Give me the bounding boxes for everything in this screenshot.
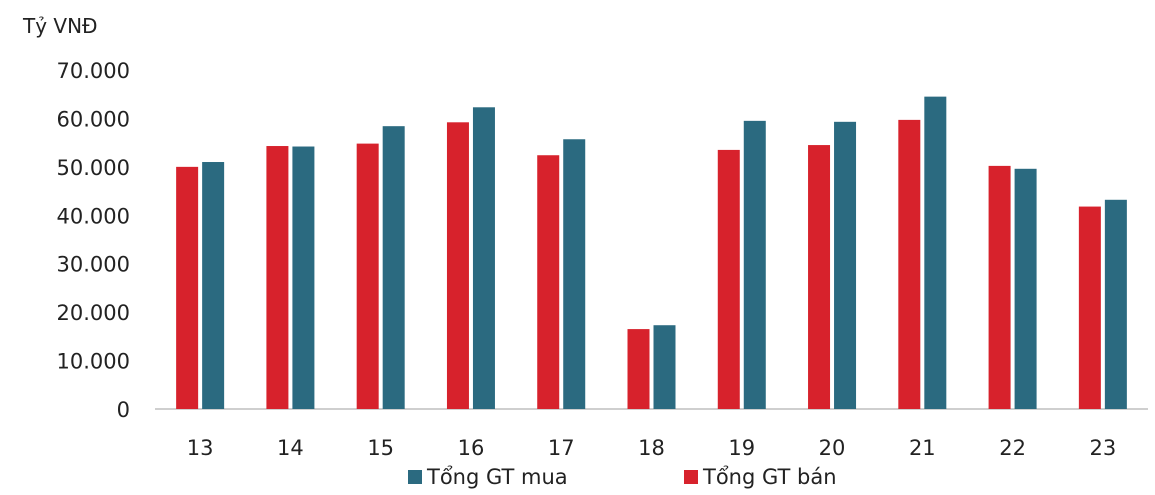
y-tick-label: 60.000 — [57, 107, 130, 131]
bar-mua-17 — [563, 139, 586, 409]
legend: Tổng GT mua Tổng GT bán — [408, 465, 837, 489]
x-tick-label: 16 — [458, 436, 485, 460]
y-tick-label: 20.000 — [57, 301, 130, 325]
x-tick-label: 13 — [187, 436, 214, 460]
x-tick-label: 22 — [999, 436, 1026, 460]
bar-mua-14 — [292, 146, 315, 409]
bar-mua-22 — [1014, 168, 1037, 409]
legend-label: Tổng GT bán — [702, 465, 837, 489]
x-tick-label: 23 — [1089, 436, 1116, 460]
y-tick-label: 0 — [117, 398, 130, 422]
x-tick-label: 15 — [367, 436, 394, 460]
bar-ban-16 — [446, 122, 469, 409]
bar-mua-21 — [924, 96, 947, 409]
x-tick-label: 17 — [548, 436, 575, 460]
legend-label: Tổng GT mua — [426, 465, 568, 489]
bar-ban-23 — [1078, 206, 1101, 409]
y-tick-label: 10.000 — [57, 350, 130, 374]
bar-ban-22 — [988, 165, 1011, 409]
bar-mua-23 — [1104, 199, 1127, 409]
bar-ban-17 — [537, 155, 560, 409]
bar-ban-19 — [717, 149, 740, 409]
bars-group — [176, 96, 1127, 410]
bar-mua-18 — [653, 325, 676, 409]
x-tick-label: 18 — [638, 436, 665, 460]
bar-ban-15 — [356, 143, 379, 409]
legend-swatch — [684, 470, 698, 484]
x-axis-ticks: 13 14 15 16 17 18 19 20 21 22 23 — [187, 436, 1116, 460]
bar-ban-14 — [266, 146, 289, 410]
y-tick-label: 40.000 — [57, 204, 130, 228]
x-tick-label: 21 — [909, 436, 936, 460]
x-tick-label: 14 — [277, 436, 304, 460]
bar-ban-18 — [627, 329, 650, 409]
y-tick-label: 50.000 — [57, 156, 130, 180]
y-axis-ticks: 0 10.000 20.000 30.000 40.000 50.000 60.000 70.… — [57, 59, 130, 422]
x-tick-label: 20 — [819, 436, 846, 460]
bar-ban-13 — [176, 166, 199, 409]
bar-mua-16 — [472, 107, 495, 409]
y-unit-label: Tỷ VNĐ — [22, 14, 98, 38]
bar-mua-15 — [382, 126, 405, 410]
bar-ban-21 — [898, 119, 921, 409]
y-tick-label: 70.000 — [57, 59, 130, 83]
bar-ban-20 — [808, 145, 831, 410]
x-tick-label: 19 — [728, 436, 755, 460]
legend-swatch — [408, 470, 422, 484]
bar-mua-13 — [202, 162, 225, 409]
bar-mua-20 — [834, 121, 857, 409]
bar-mua-19 — [743, 120, 766, 409]
y-tick-label: 30.000 — [57, 253, 130, 277]
